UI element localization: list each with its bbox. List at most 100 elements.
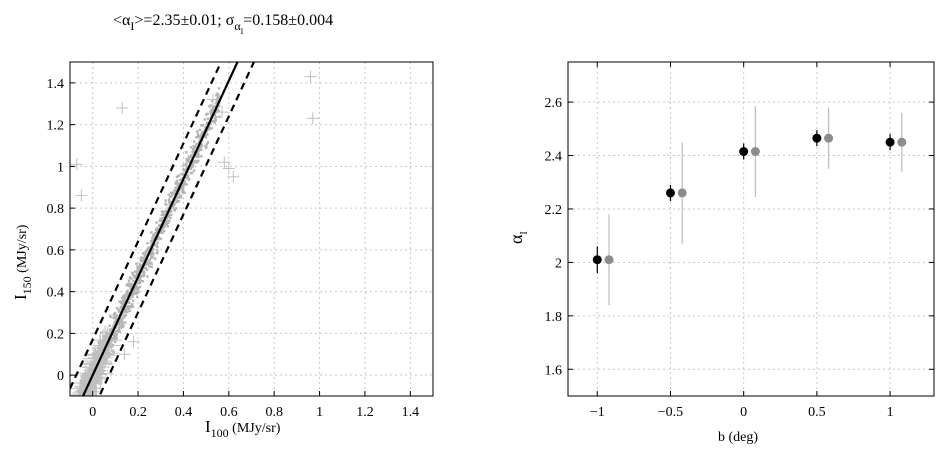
cloud-point — [152, 251, 155, 255]
cloud-point — [113, 340, 117, 344]
cloud-point — [89, 363, 92, 367]
cloud-point — [149, 243, 153, 246]
cloud-point — [79, 398, 81, 400]
cloud-point — [193, 150, 196, 153]
cloud-point — [112, 316, 115, 320]
cloud-point — [146, 241, 149, 245]
cloud-point — [213, 117, 217, 120]
cloud-point — [80, 401, 82, 403]
cloud-point — [163, 225, 166, 228]
cloud-point — [182, 173, 185, 176]
cloud-point — [79, 404, 81, 406]
point-marker — [592, 255, 602, 265]
cloud-point — [78, 406, 80, 408]
cloud-point — [82, 398, 84, 400]
cloud-point — [165, 209, 168, 212]
cloud-point — [83, 399, 85, 401]
cloud-point — [79, 406, 81, 408]
cloud-point — [82, 403, 84, 405]
cloud-point — [79, 409, 81, 411]
outlier-point — [118, 348, 131, 361]
cloud-point — [79, 409, 81, 411]
cloud-point — [78, 414, 80, 416]
cloud-point — [129, 282, 132, 285]
cloud-point — [112, 336, 116, 340]
cloud-point — [181, 182, 184, 185]
left-ylabel-unit: (MJy/sr) — [15, 224, 30, 276]
cloud-point — [142, 257, 145, 260]
cloud-point — [78, 405, 80, 407]
left-y-tick-label: 0.8 — [47, 202, 65, 217]
right-y-tick-label: 2.2 — [545, 203, 563, 218]
cloud-point — [124, 321, 127, 324]
cloud-point — [135, 262, 138, 266]
cloud-point — [130, 277, 133, 280]
cloud-point — [136, 265, 140, 268]
cloud-point — [125, 291, 129, 294]
cloud-point — [78, 404, 80, 406]
cloud-point — [216, 108, 219, 112]
cloud-point — [177, 182, 181, 185]
data-point — [739, 143, 749, 160]
cloud-point — [156, 246, 159, 249]
cloud-point — [184, 182, 187, 185]
cloud-point — [82, 399, 84, 401]
cloud-point — [117, 326, 121, 329]
cloud-point — [111, 333, 115, 336]
cloud-point — [80, 398, 82, 400]
cloud-point — [83, 373, 86, 377]
cloud-point — [83, 398, 85, 400]
cloud-point — [85, 402, 87, 404]
cloud-point — [87, 392, 91, 396]
cloud-point — [83, 406, 85, 408]
cloud-point — [131, 272, 135, 276]
cloud-point — [163, 220, 167, 223]
cloud-point — [197, 149, 201, 152]
cloud-point — [108, 344, 111, 348]
cloud-point — [199, 145, 203, 148]
cloud-point — [79, 411, 81, 413]
cloud-point — [79, 411, 81, 413]
left-x-tick-label: 0.2 — [129, 405, 147, 420]
cloud-point — [80, 414, 82, 416]
cloud-point — [172, 203, 176, 207]
cloud-point — [161, 231, 164, 234]
cloud-point — [100, 331, 103, 334]
cloud-point — [146, 262, 150, 266]
right-ylabel-sub: I — [519, 231, 530, 234]
cloud-point — [200, 143, 204, 146]
cloud-point — [196, 132, 200, 135]
outlier-point — [70, 158, 83, 171]
cloud-point — [211, 108, 215, 111]
cloud-point — [141, 252, 145, 255]
cloud-point — [195, 155, 198, 159]
cloud-point — [132, 292, 136, 295]
cloud-point — [127, 279, 131, 282]
cloud-point — [150, 253, 153, 256]
cloud-point — [191, 162, 194, 166]
cloud-point — [185, 157, 188, 161]
cloud-point — [79, 405, 81, 407]
cloud-point — [180, 188, 183, 191]
cloud-point — [211, 99, 214, 103]
cloud-point — [133, 287, 136, 291]
cloud-point — [196, 152, 199, 156]
cloud-point — [182, 169, 186, 172]
cloud-point — [78, 404, 80, 406]
cloud-point — [177, 199, 180, 203]
left-ylabel-main: I — [11, 294, 30, 300]
cloud-point — [117, 328, 121, 331]
cloud-point — [116, 330, 120, 333]
cloud-point — [197, 155, 200, 159]
cloud-point — [104, 336, 107, 339]
cloud-point — [203, 118, 206, 121]
cloud-point — [134, 283, 138, 287]
cloud-point — [123, 299, 127, 302]
cloud-point — [80, 400, 82, 402]
cloud-point — [168, 219, 171, 223]
cloud-point — [211, 120, 215, 123]
cloud-point — [121, 304, 124, 307]
cloud-point — [128, 297, 132, 301]
cloud-point — [153, 244, 157, 247]
cloud-point — [114, 316, 118, 319]
